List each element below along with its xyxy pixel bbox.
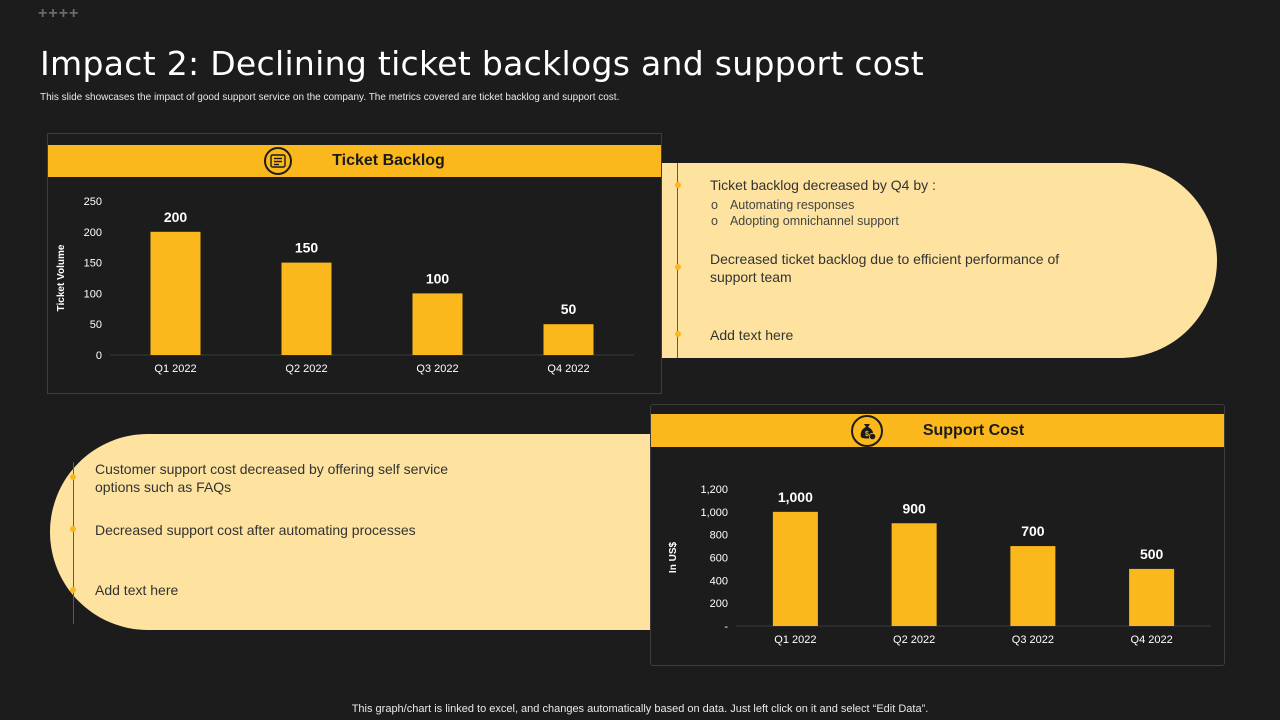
- x-tick-label: Q3 2022: [1012, 634, 1054, 646]
- x-tick-label: Q2 2022: [893, 634, 935, 646]
- svg-text:$: $: [865, 431, 869, 438]
- backlog-notes-panel: Ticket backlog decreased by Q4 by : o Aut…: [640, 163, 1217, 358]
- bar: [1010, 546, 1056, 626]
- corner-mark: ++++: [38, 5, 80, 22]
- bar: [891, 523, 937, 626]
- backlog-notes-line: [677, 163, 678, 358]
- bar: [1129, 568, 1175, 626]
- backlog-note-2: Decreased ticket backlog due to efficien…: [710, 251, 1060, 285]
- x-tick-label: Q2 2022: [285, 363, 327, 375]
- x-tick-label: Q1 2022: [774, 634, 816, 646]
- sub-bullet: o: [711, 214, 718, 228]
- support-cost-card: $ Support Cost - 200 400 600 800 1,000 1,200 In…: [650, 404, 1225, 666]
- bullet-dot: [70, 587, 76, 593]
- bar: [281, 262, 332, 355]
- sub-text: Adopting omnichannel support: [729, 214, 899, 228]
- cost-note-2: Decreased support cost after automating …: [95, 522, 416, 538]
- backlog-note-3: Add text here: [710, 327, 794, 343]
- data-label: 150: [295, 240, 319, 256]
- data-label: 900: [902, 500, 926, 516]
- sub-text: Automating responses: [729, 198, 855, 212]
- backlog-subnote-1: o Automating responses: [711, 198, 854, 212]
- data-label: 1,000: [778, 489, 813, 505]
- ticket-backlog-title: Ticket Backlog: [332, 152, 445, 169]
- y-tick-label: -: [724, 621, 728, 633]
- slide-title: Impact 2: Declining ticket backlogs and …: [40, 44, 925, 83]
- bullet-dot: [675, 264, 681, 270]
- bar: [772, 511, 818, 626]
- y-tick-label: 0: [96, 350, 102, 362]
- y-tick-label: 1,200: [700, 484, 728, 496]
- footer-note: This graph/chart is linked to excel, and…: [351, 703, 929, 715]
- y-tick-label: 800: [710, 530, 728, 542]
- y-tick-label: 1,000: [700, 507, 728, 519]
- list-icon: [264, 147, 293, 175]
- cost-note-3: Add text here: [95, 582, 179, 598]
- sub-bullet: o: [711, 198, 718, 212]
- x-tick-label: Q4 2022: [1131, 634, 1173, 646]
- data-label: 100: [426, 270, 450, 286]
- bar: [543, 324, 594, 355]
- bullet-dot: [675, 182, 681, 188]
- support-cost-title: Support Cost: [922, 421, 1025, 439]
- cost-notes-line: [73, 462, 74, 624]
- bullet-dot: [675, 331, 681, 337]
- bar: [412, 293, 463, 355]
- y-tick-label: 200: [710, 598, 728, 610]
- support-cost-chart: - 200 400 600 800 1,000 1,200 In US$ 1,000 Q1 202…: [668, 484, 1211, 646]
- x-tick-label: Q1 2022: [154, 363, 196, 375]
- y-tick-label: 200: [84, 227, 102, 239]
- y-tick-label: 50: [90, 319, 102, 331]
- y-tick-label: 400: [710, 575, 728, 587]
- slide-subtitle: This slide showcases the impact of good …: [40, 92, 620, 103]
- money-bag-icon: $: [850, 414, 883, 447]
- data-label: 700: [1021, 523, 1045, 539]
- data-label: 200: [164, 209, 188, 225]
- y-axis-label: In US$: [668, 542, 679, 574]
- backlog-subnote-2: o Adopting omnichannel support: [711, 214, 899, 228]
- y-axis-label: Ticket Volume: [56, 244, 67, 311]
- ticket-backlog-card: Ticket Backlog 0 50 100 150 200 250 Ticket Vol…: [47, 133, 662, 394]
- data-label: 500: [1140, 546, 1164, 562]
- x-tick-label: Q3 2022: [416, 363, 458, 375]
- bar: [150, 231, 201, 355]
- y-tick-label: 150: [84, 258, 102, 270]
- ticket-backlog-chart: 0 50 100 150 200 250 Ticket Volume 200 Q1 2022 15…: [56, 196, 634, 375]
- data-label: 50: [561, 301, 577, 317]
- cost-notes-panel: Customer support cost decreased by offer…: [50, 434, 670, 630]
- support-cost-header: $ Support Cost: [651, 414, 1224, 447]
- ticket-backlog-header: Ticket Backlog: [48, 145, 661, 177]
- y-tick-label: 100: [84, 288, 102, 300]
- y-tick-label: 600: [710, 553, 728, 565]
- cost-note-1: Customer support cost decreased by offer…: [95, 461, 449, 495]
- bullet-dot: [70, 526, 76, 532]
- y-tick-label: 250: [84, 196, 102, 208]
- bullet-dot: [70, 474, 76, 480]
- x-tick-label: Q4 2022: [547, 363, 589, 375]
- backlog-note-1: Ticket backlog decreased by Q4 by :: [710, 177, 936, 193]
